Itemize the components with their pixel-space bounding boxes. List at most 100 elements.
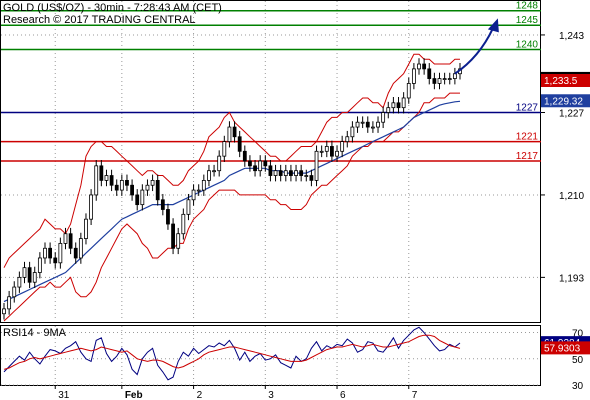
candle-body <box>2 308 6 315</box>
candle-body <box>381 112 386 123</box>
value-box <box>541 94 590 108</box>
candle-body <box>278 170 283 176</box>
candle-body <box>7 296 12 310</box>
candle-body <box>191 189 196 201</box>
candle-body <box>253 165 257 172</box>
candle-body <box>48 247 53 259</box>
rsi-panel <box>0 325 541 386</box>
candle-body <box>32 272 37 283</box>
candle-body <box>386 107 391 113</box>
candle-body <box>314 150 319 181</box>
candle-body <box>155 179 160 201</box>
candle-body <box>401 97 406 109</box>
candle-body <box>119 179 124 191</box>
candle-body <box>53 257 58 264</box>
candle-body <box>207 170 211 181</box>
candle-body <box>263 160 268 167</box>
candle-body <box>422 63 427 70</box>
x-tick-label: 7 <box>412 390 418 400</box>
candle-body <box>324 146 329 152</box>
candle-body <box>350 126 355 138</box>
x-tick-label: 2 <box>197 390 203 400</box>
candle-body <box>68 233 73 249</box>
candle-body <box>84 218 88 239</box>
candle-body <box>73 247 78 259</box>
candle-body <box>289 170 293 176</box>
candle-body <box>248 160 252 167</box>
level-label: 1221 <box>516 132 539 143</box>
candle-body <box>365 121 370 128</box>
y-tick-label: 1,193 <box>559 273 584 284</box>
candle-body <box>417 63 421 70</box>
rsi-y-tick-label: 50 <box>572 355 584 366</box>
candle-body <box>447 78 452 80</box>
rsi-y-tick-label: 30 <box>572 381 584 392</box>
value-box-label: 1,229.32 <box>544 96 583 107</box>
instrument-title: GOLD (US$/OZ) - 30min - 7:28:43 AM (CET) <box>3 2 222 14</box>
candle-body <box>78 238 83 259</box>
x-tick-label: 31 <box>58 390 70 400</box>
candle-body <box>135 194 140 206</box>
candle-body <box>222 141 227 157</box>
candle-body <box>17 276 22 288</box>
x-tick-label: 6 <box>340 390 346 400</box>
value-box-label: 57.9303 <box>544 343 581 354</box>
candle-body <box>396 102 401 109</box>
candle-body <box>201 179 206 191</box>
candle-body <box>22 267 27 278</box>
candle-body <box>273 170 278 176</box>
candle-body <box>242 150 247 162</box>
candle-body <box>345 136 350 143</box>
candle-body <box>37 257 42 273</box>
candle-body <box>340 141 345 152</box>
candle-body <box>43 247 47 259</box>
candle-body <box>406 83 411 99</box>
candle-body <box>12 286 17 298</box>
candle-body <box>335 150 339 157</box>
level-label: 1240 <box>516 39 539 50</box>
candle-body <box>196 189 201 192</box>
candle-body <box>304 175 309 177</box>
target-arrow-line <box>454 27 494 75</box>
candle-body <box>283 170 288 176</box>
candle-body <box>442 78 447 80</box>
candle-body <box>186 199 191 215</box>
rsi-title: RSI14 - 9MA <box>3 327 67 339</box>
level-label: 1248 <box>516 1 539 12</box>
candle-body <box>104 175 109 181</box>
candle-body <box>150 179 155 186</box>
value-box <box>541 341 590 355</box>
candle-body <box>427 68 432 79</box>
candle-body <box>411 68 416 84</box>
level-label: 1227 <box>516 103 539 114</box>
candle-body <box>145 184 150 191</box>
bollinger-upper <box>3 53 460 268</box>
candle-body <box>432 78 437 84</box>
value-box-label: 1,233.5 <box>544 76 578 87</box>
candle-body <box>176 233 181 249</box>
candle-body <box>370 126 375 129</box>
candle-body <box>227 126 232 143</box>
candle-body <box>63 233 68 244</box>
x-tick-label: 3 <box>268 390 274 400</box>
candle-body <box>309 175 314 181</box>
candle-body <box>114 184 119 191</box>
target-arrow-head <box>487 18 499 33</box>
candle-body <box>160 199 165 210</box>
rsi-series-line <box>3 334 461 370</box>
rsi-series-line <box>3 326 461 381</box>
candle-body <box>125 179 129 186</box>
candle-body <box>171 223 175 249</box>
bollinger-lower <box>3 92 460 322</box>
candle-body <box>376 121 380 128</box>
candle-body <box>109 175 114 186</box>
x-tick-label: Feb <box>125 390 143 400</box>
candle-body <box>355 121 360 128</box>
y-tick-label: 1,227 <box>559 109 584 120</box>
value-box <box>541 74 590 87</box>
moving-average <box>3 100 461 303</box>
candle-body <box>360 121 365 124</box>
candle-body <box>212 170 216 173</box>
y-tick-label: 1,210 <box>559 191 584 202</box>
y-tick-label: 1,243 <box>559 31 584 42</box>
